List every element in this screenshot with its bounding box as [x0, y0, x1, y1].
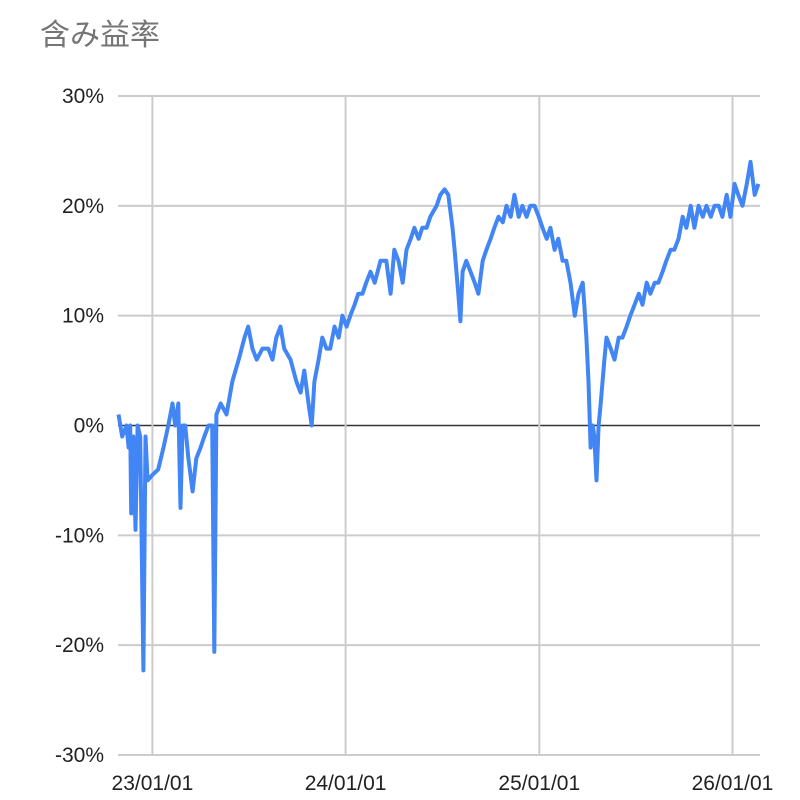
- y-tick-label: 20%: [62, 195, 104, 218]
- y-tick-label: 0%: [74, 415, 104, 438]
- y-tick-label: -20%: [55, 634, 104, 657]
- y-tick-label: 30%: [62, 85, 104, 108]
- x-tick-label: 23/01/01: [112, 772, 194, 795]
- x-tick-label: 24/01/01: [305, 772, 387, 795]
- y-tick-label: -10%: [55, 524, 104, 547]
- chart-title: 含み益率: [40, 18, 160, 53]
- series-line: [116, 159, 761, 673]
- y-tick-label: -30%: [55, 744, 104, 767]
- x-tick-label: 26/01/01: [692, 772, 774, 795]
- y-tick-label: 10%: [62, 305, 104, 328]
- x-tick-label: 25/01/01: [498, 772, 580, 795]
